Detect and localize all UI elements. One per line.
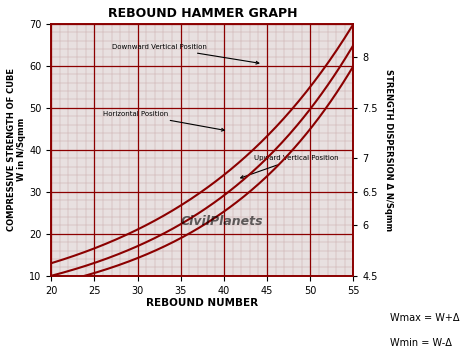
Text: Horizontal Position: Horizontal Position [103,111,224,131]
Text: CivilPlanets: CivilPlanets [181,215,264,228]
Y-axis label: STRENGTH DISPERSION Δ N/Sqmm: STRENGTH DISPERSION Δ N/Sqmm [383,69,392,231]
Text: Downward Vertical Position: Downward Vertical Position [112,44,259,64]
Text: Upward Vertical Position: Upward Vertical Position [241,155,339,178]
Text: Wmin = W-Δ: Wmin = W-Δ [390,338,452,348]
Y-axis label: COMPRESSIVE STRENGTH OF CUBE
W in N/Sqmm: COMPRESSIVE STRENGTH OF CUBE W in N/Sqmm [7,68,27,231]
Title: REBOUND HAMMER GRAPH: REBOUND HAMMER GRAPH [108,7,297,20]
Text: Wmax = W+Δ: Wmax = W+Δ [390,313,459,323]
X-axis label: REBOUND NUMBER: REBOUND NUMBER [146,298,258,308]
